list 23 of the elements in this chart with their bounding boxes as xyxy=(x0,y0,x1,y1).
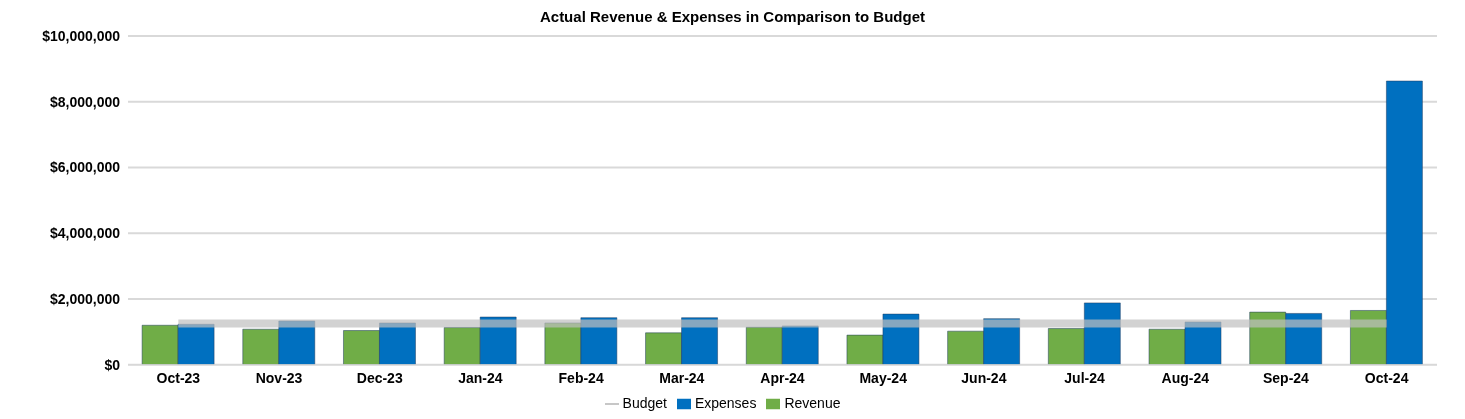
x-tick-label: May-24 xyxy=(859,369,908,386)
x-tick-label: Dec-23 xyxy=(356,369,403,386)
x-tick-label: Jan-24 xyxy=(458,369,503,386)
x-tick-label: Jun-24 xyxy=(961,369,1007,386)
x-tick-label: Mar-24 xyxy=(659,369,705,386)
y-tick-label: $10,000,000 xyxy=(42,27,121,44)
y-tick-label: $0 xyxy=(104,356,121,373)
x-tick-label: Sep-24 xyxy=(1263,369,1310,386)
legend-label: Expenses xyxy=(694,394,757,411)
legend-label: Budget xyxy=(622,394,667,411)
x-tick-label: Jul-24 xyxy=(1064,369,1106,386)
chart-title: Actual Revenue & Expenses in Comparison to Budget xyxy=(538,8,927,26)
y-tick-label: $2,000,000 xyxy=(49,290,121,307)
y-tick-label: $8,000,000 xyxy=(49,93,121,110)
x-tick-label: Apr-24 xyxy=(760,369,805,386)
y-tick-label: $4,000,000 xyxy=(49,225,121,242)
x-tick-label: Aug-24 xyxy=(1161,369,1210,386)
legend-label: Revenue xyxy=(784,394,841,411)
x-tick-label: Feb-24 xyxy=(558,369,604,386)
y-tick-label: $6,000,000 xyxy=(49,159,121,176)
x-tick-label: Oct-23 xyxy=(156,369,201,386)
x-tick-label: Nov-23 xyxy=(255,369,303,386)
x-tick-label: Oct-24 xyxy=(1364,369,1409,386)
